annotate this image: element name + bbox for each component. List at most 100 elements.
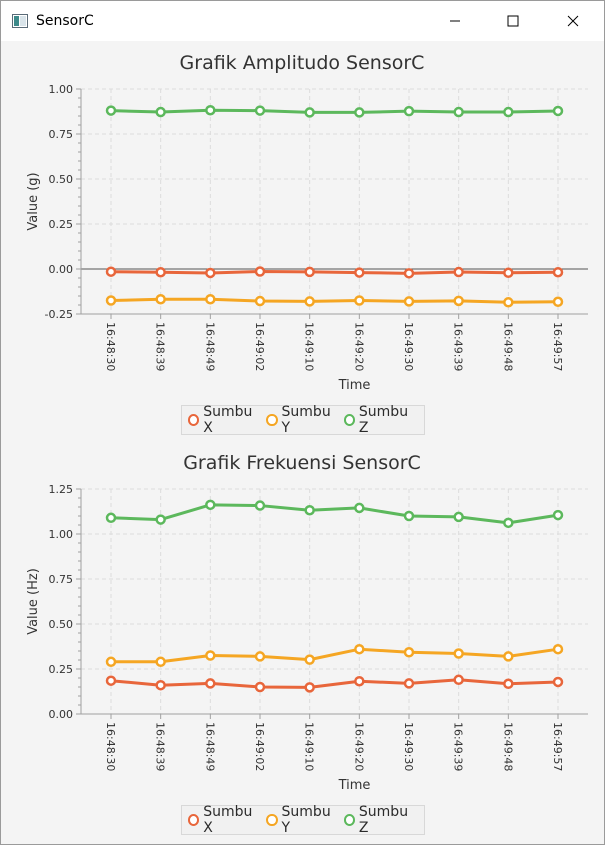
legend-marker-y	[266, 414, 278, 426]
data-point-sumbu-y	[155, 293, 166, 305]
data-point-sumbu-y	[155, 656, 166, 668]
data-point-sumbu-y	[254, 295, 266, 307]
x-tick-label: 16:49:20	[352, 322, 365, 371]
y-tick-label: 0.75	[49, 573, 74, 586]
legend-item-sumbu-x: Sumbu X	[188, 404, 260, 436]
chart-title: Grafik Amplitudo SensorC	[180, 52, 425, 74]
data-point-sumbu-y	[205, 650, 216, 661]
maximize-icon	[507, 15, 519, 27]
x-tick-label: 16:48:39	[154, 722, 167, 771]
legend-label: Sumbu Z	[358, 804, 409, 836]
series-line-sumbu-y	[110, 297, 559, 304]
data-point-sumbu-y	[403, 647, 415, 658]
data-point-sumbu-z	[503, 517, 514, 529]
chart-title: Grafik Frekuensi SensorC	[183, 452, 421, 474]
data-point-sumbu-x	[105, 675, 117, 686]
data-point-sumbu-x	[403, 678, 415, 689]
data-point-sumbu-x	[354, 675, 365, 687]
legend-item-sumbu-y: Sumbu Y	[266, 804, 337, 836]
y-axis-label: Value (Hz)	[26, 568, 41, 635]
y-tick-label: -0.25	[45, 308, 73, 321]
window-content: Grafik Amplitudo SensorC -0.25 0.00 0.25 0.5…	[1, 41, 604, 844]
data-point-sumbu-z	[254, 105, 266, 116]
window-title: SensorC	[36, 13, 94, 29]
data-point-sumbu-z	[503, 106, 514, 118]
x-tick-label: 16:48:30	[104, 322, 117, 371]
y-tick-label: 0.50	[49, 173, 74, 186]
data-point-sumbu-x	[205, 678, 216, 689]
x-tick-label: 16:49:10	[303, 722, 316, 771]
data-point-sumbu-y	[354, 295, 365, 306]
data-point-sumbu-x	[552, 266, 564, 278]
data-point-sumbu-y	[304, 296, 315, 307]
x-tick-label: 16:49:30	[402, 722, 415, 771]
legend-item-sumbu-z: Sumbu Z	[343, 804, 416, 836]
x-tick-label: 16:49:02	[253, 322, 266, 371]
legend-marker-z	[343, 414, 355, 426]
y-tick-label: 1.00	[49, 83, 74, 96]
y-tick-label: 0.00	[49, 263, 74, 276]
data-point-sumbu-x	[453, 266, 464, 278]
legend-marker-x	[188, 414, 200, 426]
data-point-sumbu-x	[403, 268, 415, 279]
y-tick-label: 0.25	[49, 218, 74, 231]
title-bar[interactable]: SensorC	[1, 1, 604, 41]
series-line-sumbu-x	[110, 678, 559, 689]
data-point-sumbu-x	[155, 679, 166, 691]
data-point-sumbu-x	[503, 678, 514, 690]
data-point-sumbu-z	[304, 504, 315, 516]
data-point-sumbu-x	[205, 267, 216, 279]
x-tick-label: 16:49:48	[501, 722, 514, 771]
minimize-icon	[450, 20, 460, 22]
data-point-sumbu-z	[254, 500, 266, 511]
data-point-sumbu-y	[105, 295, 117, 306]
x-axis-label: Time	[338, 378, 371, 393]
series-line-sumbu-y	[111, 647, 559, 664]
y-tick-label: 0.50	[49, 618, 74, 631]
x-tick-label: 16:48:39	[154, 322, 167, 371]
close-button[interactable]	[544, 1, 602, 41]
data-point-sumbu-z	[453, 511, 464, 523]
data-point-sumbu-z	[105, 512, 117, 524]
legend-item-sumbu-y: Sumbu Y	[266, 404, 337, 436]
y-tick-label: 0.00	[49, 708, 74, 721]
legend-label: Sumbu Z	[358, 404, 409, 436]
data-point-sumbu-y	[453, 295, 464, 307]
y-tick-label: 0.75	[49, 128, 74, 141]
amplitude-legend: Sumbu X Sumbu Y Sumbu Z	[181, 404, 425, 436]
legend-label: Sumbu X	[203, 804, 253, 836]
y-tick-label: 1.00	[49, 528, 74, 541]
data-point-sumbu-x	[155, 266, 166, 278]
data-point-sumbu-z	[403, 510, 415, 522]
legend-label: Sumbu X	[203, 404, 253, 436]
data-point-sumbu-y	[254, 651, 266, 662]
data-point-sumbu-z	[453, 106, 464, 118]
legend-label: Sumbu Y	[281, 804, 331, 836]
legend-label: Sumbu Y	[281, 404, 331, 436]
data-point-sumbu-y	[453, 648, 464, 659]
x-axis-label: Time	[338, 778, 371, 793]
maximize-button[interactable]	[484, 1, 542, 41]
close-icon	[567, 15, 579, 27]
amplitude-chart: Grafik Amplitudo SensorC -0.25 0.00 0.25 0.5…	[26, 52, 588, 393]
data-point-sumbu-x	[304, 682, 315, 693]
data-point-sumbu-z	[105, 105, 117, 116]
data-point-sumbu-y	[503, 297, 514, 308]
y-tick-label: 1.25	[49, 483, 74, 496]
x-tick-label: 16:49:57	[551, 722, 564, 771]
series-line-sumbu-x	[110, 270, 559, 275]
x-tick-label: 16:48:49	[203, 722, 216, 771]
x-tick-label: 16:49:57	[551, 322, 564, 371]
data-point-sumbu-z	[205, 104, 216, 116]
x-tick-label: 16:49:20	[352, 722, 365, 771]
legend-marker-x	[188, 814, 200, 826]
data-point-sumbu-y	[354, 643, 365, 655]
data-point-sumbu-x	[453, 674, 464, 686]
data-point-sumbu-x	[254, 681, 266, 693]
frequency-chart: Grafik Frekuensi SensorC 0.00 0.25 0.50 0.75…	[26, 452, 588, 793]
data-point-sumbu-y	[403, 296, 415, 307]
minimize-button[interactable]	[426, 1, 484, 41]
data-point-sumbu-z	[552, 105, 564, 117]
series-line-sumbu-z	[110, 503, 559, 525]
